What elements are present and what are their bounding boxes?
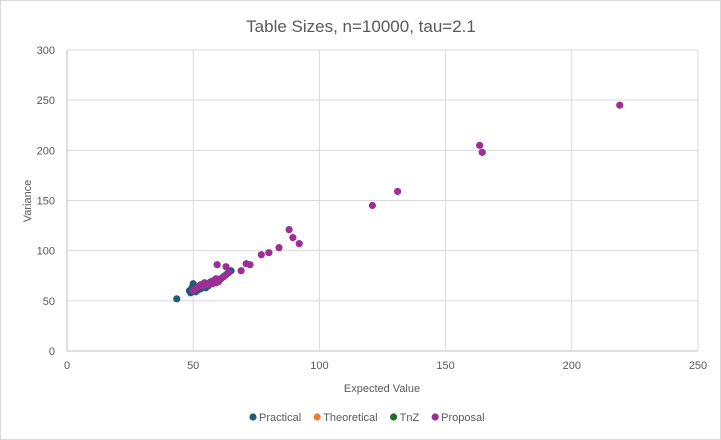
point-proposal: [224, 269, 233, 277]
x-tick-label: 250: [689, 360, 707, 372]
point-proposal: [213, 261, 221, 269]
x-tick-label: 50: [187, 360, 199, 372]
y-tick-label: 100: [37, 246, 55, 258]
point-proposal: [265, 249, 273, 257]
chart-title: Table Sizes, n=10000, tau=2.1: [246, 17, 476, 36]
point-proposal: [246, 261, 254, 269]
point-proposal: [275, 244, 283, 252]
legend-label-proposal: Proposal: [441, 412, 484, 424]
x-tick-label: 0: [64, 360, 70, 372]
point-proposal: [222, 263, 230, 271]
data-points: [173, 101, 624, 303]
y-tick-label: 300: [37, 45, 55, 57]
legend-marker-practical: [249, 413, 257, 421]
point-proposal: [289, 234, 297, 242]
legend-marker-theoretical: [313, 413, 321, 421]
point-proposal: [295, 240, 303, 248]
y-tick-label: 250: [37, 95, 55, 107]
point-proposal: [616, 101, 624, 109]
point-proposal: [478, 148, 486, 156]
point-proposal: [219, 273, 228, 281]
y-axis-title: Variance: [22, 180, 34, 223]
point-proposal: [285, 225, 293, 234]
x-axis-title: Expected Value: [344, 383, 420, 395]
y-tick-label: 50: [43, 296, 55, 308]
y-tick-label: 150: [37, 196, 55, 208]
legend: Practical Theoretical TnZ Proposal: [249, 412, 485, 424]
legend-label-theoretical: Theoretical: [323, 412, 377, 424]
point-proposal: [257, 251, 265, 259]
point-proposal: [476, 141, 484, 149]
point-proposal: [237, 267, 245, 275]
y-tick-label: 200: [37, 145, 55, 157]
y-tick-label: 0: [49, 346, 55, 358]
x-tick-label: 100: [310, 360, 328, 372]
x-tick-label: 150: [436, 360, 454, 372]
legend-label-practical: Practical: [259, 412, 301, 424]
legend-label-tnz: TnZ: [400, 412, 420, 424]
point-proposal: [368, 201, 377, 210]
tick-labels: 0 50 100 150 200 250 300 0 50 100 150 200 250: [37, 45, 708, 372]
legend-marker-proposal: [431, 413, 439, 421]
point-practical: [173, 295, 181, 303]
point-proposal: [394, 187, 402, 196]
legend-marker-tnz: [390, 413, 398, 421]
x-tick-label: 200: [563, 360, 581, 372]
gridlines: [66, 49, 699, 352]
